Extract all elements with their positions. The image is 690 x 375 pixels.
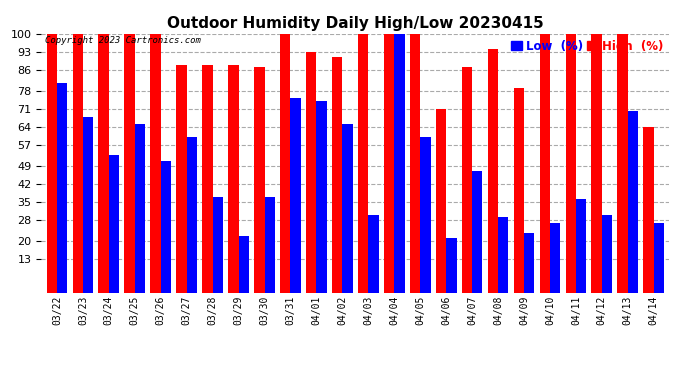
Bar [228,65,239,292]
Bar [290,99,301,292]
Bar [358,34,368,292]
Bar [177,65,187,292]
Bar [306,52,317,292]
Bar [202,65,213,292]
Bar [384,34,394,292]
Bar [420,137,431,292]
Bar [628,111,638,292]
Bar [317,101,327,292]
Bar [161,160,171,292]
Bar [576,200,586,292]
Bar [124,34,135,292]
Bar [239,236,249,292]
Bar [643,127,653,292]
Bar [72,34,83,292]
Bar [410,34,420,292]
Bar [550,223,560,292]
Bar [653,223,664,292]
Bar [150,34,161,292]
Bar [540,34,550,292]
Bar [488,49,498,292]
Bar [602,215,612,292]
Text: Copyright 2023 Cartronics.com: Copyright 2023 Cartronics.com [45,36,200,45]
Bar [332,57,342,292]
Bar [47,34,57,292]
Bar [109,155,119,292]
Bar [462,68,472,292]
Bar [566,34,576,292]
Bar [618,34,628,292]
Legend: Low  (%), High  (%): Low (%), High (%) [511,40,663,53]
Bar [472,171,482,292]
Bar [446,238,457,292]
Bar [436,109,446,292]
Bar [264,197,275,292]
Bar [57,83,68,292]
Title: Outdoor Humidity Daily High/Low 20230415: Outdoor Humidity Daily High/Low 20230415 [167,16,544,31]
Bar [342,124,353,292]
Bar [513,88,524,292]
Bar [83,117,93,292]
Bar [135,124,145,292]
Bar [498,217,509,292]
Bar [591,34,602,292]
Bar [394,34,404,292]
Bar [254,68,264,292]
Bar [524,233,534,292]
Bar [99,34,109,292]
Bar [187,137,197,292]
Bar [368,215,379,292]
Bar [280,34,290,292]
Bar [213,197,223,292]
